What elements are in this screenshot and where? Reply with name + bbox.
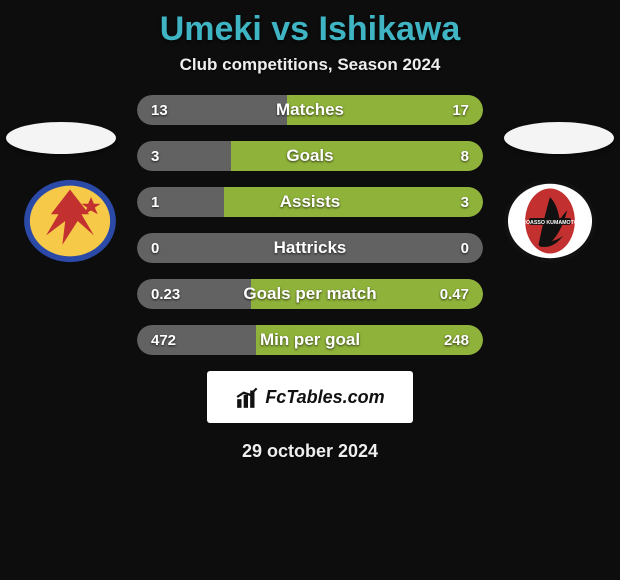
stat-label: Assists bbox=[137, 192, 483, 212]
svg-text:ROASSO KUMAMOTO: ROASSO KUMAMOTO bbox=[522, 220, 578, 226]
stat-label: Goals per match bbox=[137, 284, 483, 304]
comparison-card: Umeki vs Ishikawa Club competitions, Sea… bbox=[0, 0, 620, 462]
date-text: 29 october 2024 bbox=[0, 441, 620, 462]
page-title: Umeki vs Ishikawa bbox=[0, 10, 620, 49]
halo-right bbox=[504, 122, 614, 154]
stat-row: 13Assists bbox=[137, 187, 483, 217]
stat-label: Goals bbox=[137, 146, 483, 166]
stat-row: 0.230.47Goals per match bbox=[137, 279, 483, 309]
team-crest-right: ROASSO KUMAMOTO bbox=[502, 178, 598, 264]
stat-row: 00Hattricks bbox=[137, 233, 483, 263]
stat-label: Hattricks bbox=[137, 238, 483, 258]
subtitle: Club competitions, Season 2024 bbox=[0, 55, 620, 75]
stat-row: 1317Matches bbox=[137, 95, 483, 125]
halo-left bbox=[6, 122, 116, 154]
vegalta-crest-icon bbox=[22, 178, 118, 264]
stat-row: 472248Min per goal bbox=[137, 325, 483, 355]
stat-label: Matches bbox=[137, 100, 483, 120]
chart-icon bbox=[235, 384, 261, 410]
roasso-crest-icon: ROASSO KUMAMOTO bbox=[502, 178, 598, 264]
team-crest-left bbox=[22, 178, 118, 264]
brand-badge: FcTables.com bbox=[207, 371, 413, 423]
stats-list: 1317Matches 38Goals 13Assists 00Hattricks 0.… bbox=[137, 95, 483, 355]
brand-text: FcTables.com bbox=[265, 387, 384, 408]
stat-label: Min per goal bbox=[137, 330, 483, 350]
stat-row: 38Goals bbox=[137, 141, 483, 171]
